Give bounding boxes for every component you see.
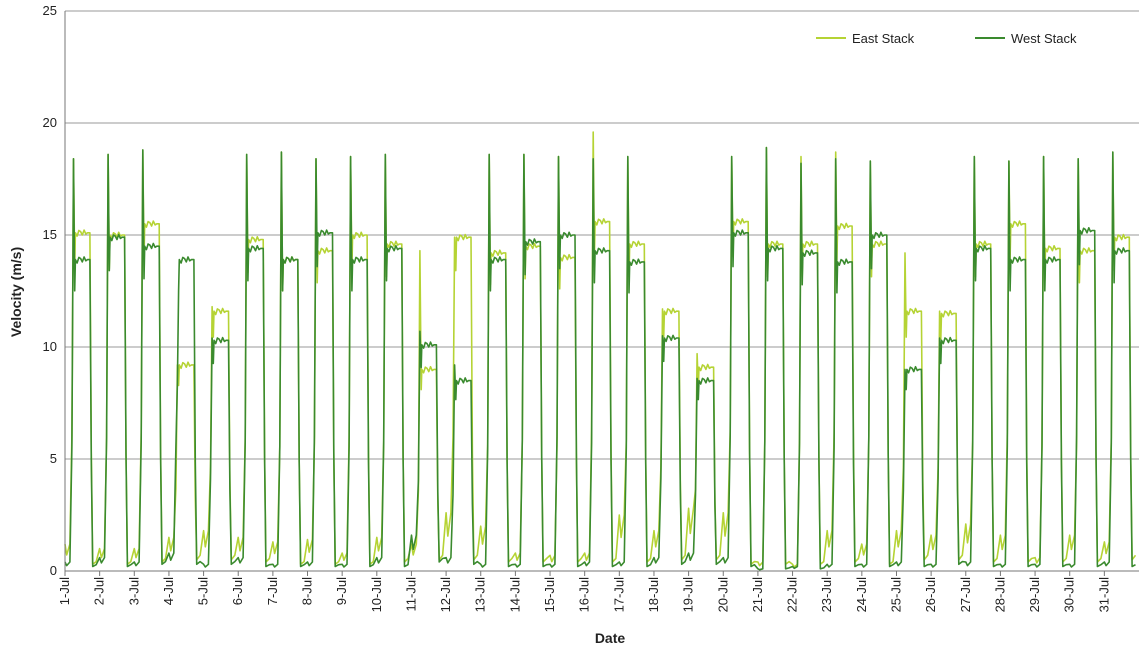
x-tick-label: 20-Jul	[715, 577, 730, 613]
legend-label-east-stack: East Stack	[852, 31, 915, 46]
series-line-west-stack	[64, 146, 1136, 571]
x-tick-label: 7-Jul	[265, 577, 280, 605]
x-tick-label: 2-Jul	[92, 577, 107, 605]
x-tick-label: 8-Jul	[300, 577, 315, 605]
x-tick-label: 4-Jul	[161, 577, 176, 605]
x-tick-label: 31-Jul	[1096, 577, 1111, 613]
x-tick-label: 13-Jul	[473, 577, 488, 613]
y-tick-label: 20	[43, 115, 57, 130]
axes	[64, 11, 1139, 576]
x-tick-label: 28-Jul	[992, 577, 1007, 613]
x-tick-label: 18-Jul	[646, 577, 661, 613]
x-tick-label: 27-Jul	[958, 577, 973, 613]
legend-label-west-stack: West Stack	[1011, 31, 1077, 46]
series-layer	[64, 131, 1137, 571]
y-tick-label: 0	[50, 563, 57, 578]
x-tick-label: 16-Jul	[577, 577, 592, 613]
y-axis-title: Velocity (m/s)	[8, 247, 24, 337]
x-tick-label: 5-Jul	[196, 577, 211, 605]
x-tick-label: 25-Jul	[888, 577, 903, 613]
x-tick-label: 12-Jul	[438, 577, 453, 613]
x-tick-label: 29-Jul	[1027, 577, 1042, 613]
x-tick-label: 6-Jul	[230, 577, 245, 605]
legend: East Stack West Stack	[816, 31, 1077, 46]
x-tick-label: 30-Jul	[1062, 577, 1077, 613]
x-tick-label: 19-Jul	[681, 577, 696, 613]
x-tick-label: 1-Jul	[57, 577, 72, 605]
x-tick-label: 26-Jul	[923, 577, 938, 613]
x-tick-label: 9-Jul	[334, 577, 349, 605]
x-tick-label: 15-Jul	[542, 577, 557, 613]
x-axis-title: Date	[595, 630, 626, 646]
x-tick-labels: 1-Jul 2-Jul 3-Jul 4-Jul 5-Jul 6-Jul 7-Jul 8-Jul…	[57, 577, 1111, 613]
x-tick-label: 24-Jul	[854, 577, 869, 613]
x-tick-label: 3-Jul	[126, 577, 141, 605]
y-tick-label: 5	[50, 451, 57, 466]
x-tick-label: 11-Jul	[403, 577, 418, 612]
x-tick-label: 22-Jul	[785, 577, 800, 613]
x-tick-label: 21-Jul	[750, 577, 765, 613]
x-tick-label: 17-Jul	[611, 577, 626, 613]
y-tick-labels: 0 5 10 15 20 25	[43, 3, 57, 578]
gridlines	[65, 10, 1139, 460]
y-tick-label: 25	[43, 3, 57, 18]
y-tick-label: 15	[43, 227, 57, 242]
y-tick-label: 10	[43, 339, 57, 354]
x-tick-label: 10-Jul	[369, 577, 384, 613]
x-tick-label: 14-Jul	[507, 577, 522, 613]
x-tick-label: 23-Jul	[819, 577, 834, 613]
